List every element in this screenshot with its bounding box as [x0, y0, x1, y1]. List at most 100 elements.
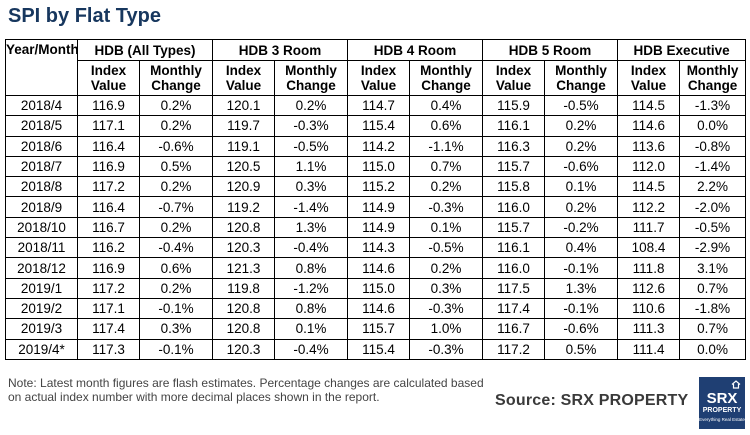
monthly-change-cell: 0.8%	[274, 297, 349, 320]
table-row: 2018/5 117.1 0.2% 119.7 -0.3% 115.4 0.6% 116.1 0…	[5, 115, 747, 137]
index-value-cell: 116.9	[77, 257, 140, 279]
index-value-cell: 121.3	[212, 257, 276, 279]
index-value-header: Index Value	[77, 60, 140, 96]
index-value-header: Index Value	[482, 60, 546, 96]
monthly-change-cell: -1.2%	[274, 277, 349, 299]
monthly-change-cell: -0.6%	[544, 318, 619, 340]
index-value-cell: 120.9	[212, 176, 276, 198]
monthly-change-cell: -0.7%	[138, 196, 214, 218]
index-value-cell: 116.7	[77, 216, 140, 239]
index-value-cell: 116.9	[77, 94, 140, 117]
monthly-change-cell: 0.7%	[679, 277, 747, 299]
monthly-change-cell: -0.2%	[544, 216, 619, 239]
index-value-cell: 115.9	[482, 94, 546, 117]
monthly-change-cell: -0.5%	[274, 135, 349, 157]
index-value-cell: 117.4	[482, 297, 546, 320]
index-value-cell: 114.2	[347, 135, 411, 157]
logo-text-srx: SRX	[706, 390, 738, 407]
monthly-change-cell: 0.3%	[409, 277, 484, 299]
table-row: 2019/2 117.1 -0.1% 120.8 0.8% 114.6 -0.3% 117.4…	[5, 297, 747, 320]
monthly-change-cell: -0.3%	[409, 196, 484, 218]
chart-title: SPI by Flat Type	[8, 5, 161, 27]
monthly-change-cell: 0.6%	[138, 257, 214, 279]
index-value-cell: 115.2	[347, 176, 411, 198]
index-value-cell: 116.9	[77, 155, 140, 178]
monthly-change-cell: 0.2%	[138, 94, 214, 117]
index-value-cell: 120.8	[212, 297, 276, 320]
table-row: 2018/10 116.7 0.2% 120.8 1.3% 114.9 0.1% 115.7-…	[5, 216, 747, 239]
monthly-change-header: Monthly Change	[544, 60, 619, 96]
index-value-header: Index Value	[347, 60, 411, 96]
monthly-change-cell: -0.6%	[544, 155, 619, 178]
period-cell: 2018/10	[5, 216, 78, 239]
monthly-change-cell: -0.3%	[274, 115, 349, 137]
index-value-cell: 117.1	[77, 115, 140, 137]
monthly-change-cell: 0.2%	[409, 176, 484, 198]
index-value-cell: 116.1	[482, 237, 546, 259]
index-value-cell: 116.1	[482, 115, 546, 137]
monthly-change-cell: 0.0%	[679, 338, 747, 360]
monthly-change-cell: 0.1%	[544, 176, 619, 198]
source-label: Source: SRX PROPERTY	[495, 392, 689, 409]
monthly-change-cell: 0.3%	[138, 318, 214, 340]
monthly-change-cell: 0.2%	[544, 115, 619, 137]
monthly-change-cell: 0.8%	[274, 257, 349, 279]
monthly-change-cell: -1.4%	[679, 155, 747, 178]
index-value-cell: 115.7	[482, 216, 546, 239]
index-value-cell: 119.8	[212, 277, 276, 299]
table-row: 2018/7 116.9 0.5% 120.5 1.1% 115.0 0.7% 115.7 -0…	[5, 155, 747, 178]
monthly-change-cell: -2.0%	[679, 196, 747, 218]
period-cell: 2018/11	[5, 237, 78, 259]
group-header: HDB (All Types)	[76, 39, 214, 61]
index-value-cell: 117.5	[482, 277, 546, 299]
index-value-cell: 116.0	[482, 196, 546, 218]
monthly-change-cell: -0.6%	[138, 135, 214, 157]
monthly-change-header: Monthly Change	[679, 60, 747, 96]
index-value-cell: 116.4	[77, 135, 140, 157]
logo-tagline: Everything Real Estate	[699, 417, 745, 422]
monthly-change-cell: 1.3%	[274, 216, 349, 239]
period-cell: 2019/1	[5, 277, 78, 299]
monthly-change-cell: 3.1%	[679, 257, 747, 279]
index-value-cell: 115.4	[347, 115, 411, 137]
index-value-cell: 115.0	[347, 277, 411, 299]
index-value-cell: 116.3	[482, 135, 546, 157]
monthly-change-cell: -0.5%	[409, 237, 484, 259]
table-row: 2018/8 117.2 0.2% 120.9 0.3% 115.2 0.2% 115.8 0.…	[5, 176, 747, 198]
monthly-change-cell: -0.3%	[409, 297, 484, 320]
monthly-change-cell: 0.7%	[679, 318, 747, 340]
monthly-change-cell: -0.4%	[138, 237, 214, 259]
monthly-change-cell: 0.2%	[138, 115, 214, 137]
index-value-cell: 116.7	[482, 318, 546, 340]
index-value-cell: 114.9	[347, 216, 411, 239]
monthly-change-cell: -0.1%	[138, 297, 214, 320]
index-value-cell: 116.4	[77, 196, 140, 218]
table-row: 2018/9 116.4 -0.7% 119.2 -1.4% 114.9 -0.3% 116.…	[5, 196, 747, 218]
table-row: 2018/4 116.9 0.2% 120.1 0.2% 114.7 0.4% 115.9 -0…	[5, 94, 747, 117]
index-value-cell: 119.7	[212, 115, 276, 137]
period-cell: 2018/7	[5, 155, 78, 178]
monthly-change-header: Monthly Change	[138, 60, 214, 96]
group-header: HDB 3 Room	[212, 39, 349, 61]
index-value-cell: 117.2	[77, 176, 140, 198]
monthly-change-cell: -0.3%	[409, 338, 484, 360]
monthly-change-cell: 0.3%	[274, 176, 349, 198]
index-value-header: Index Value	[212, 60, 276, 96]
index-value-cell: 117.2	[482, 338, 546, 360]
monthly-change-cell: 0.2%	[138, 277, 214, 299]
monthly-change-cell: 0.6%	[409, 115, 484, 137]
monthly-change-header: Monthly Change	[409, 60, 484, 96]
monthly-change-cell: -1.3%	[679, 94, 747, 117]
index-value-cell: 119.2	[212, 196, 276, 218]
monthly-change-cell: -0.1%	[544, 297, 619, 320]
index-value-cell: 114.6	[347, 257, 411, 279]
period-cell: 2018/9	[5, 196, 78, 218]
index-value-cell: 111.3	[617, 318, 681, 340]
monthly-change-cell: 0.5%	[544, 338, 619, 360]
index-value-cell: 116.2	[77, 237, 140, 259]
monthly-change-cell: -0.4%	[274, 237, 349, 259]
index-value-cell: 114.5	[617, 94, 681, 117]
monthly-change-cell: 0.2%	[274, 94, 349, 117]
year-month-header: Year/Month	[5, 39, 78, 96]
index-value-cell: 112.6	[617, 277, 681, 299]
